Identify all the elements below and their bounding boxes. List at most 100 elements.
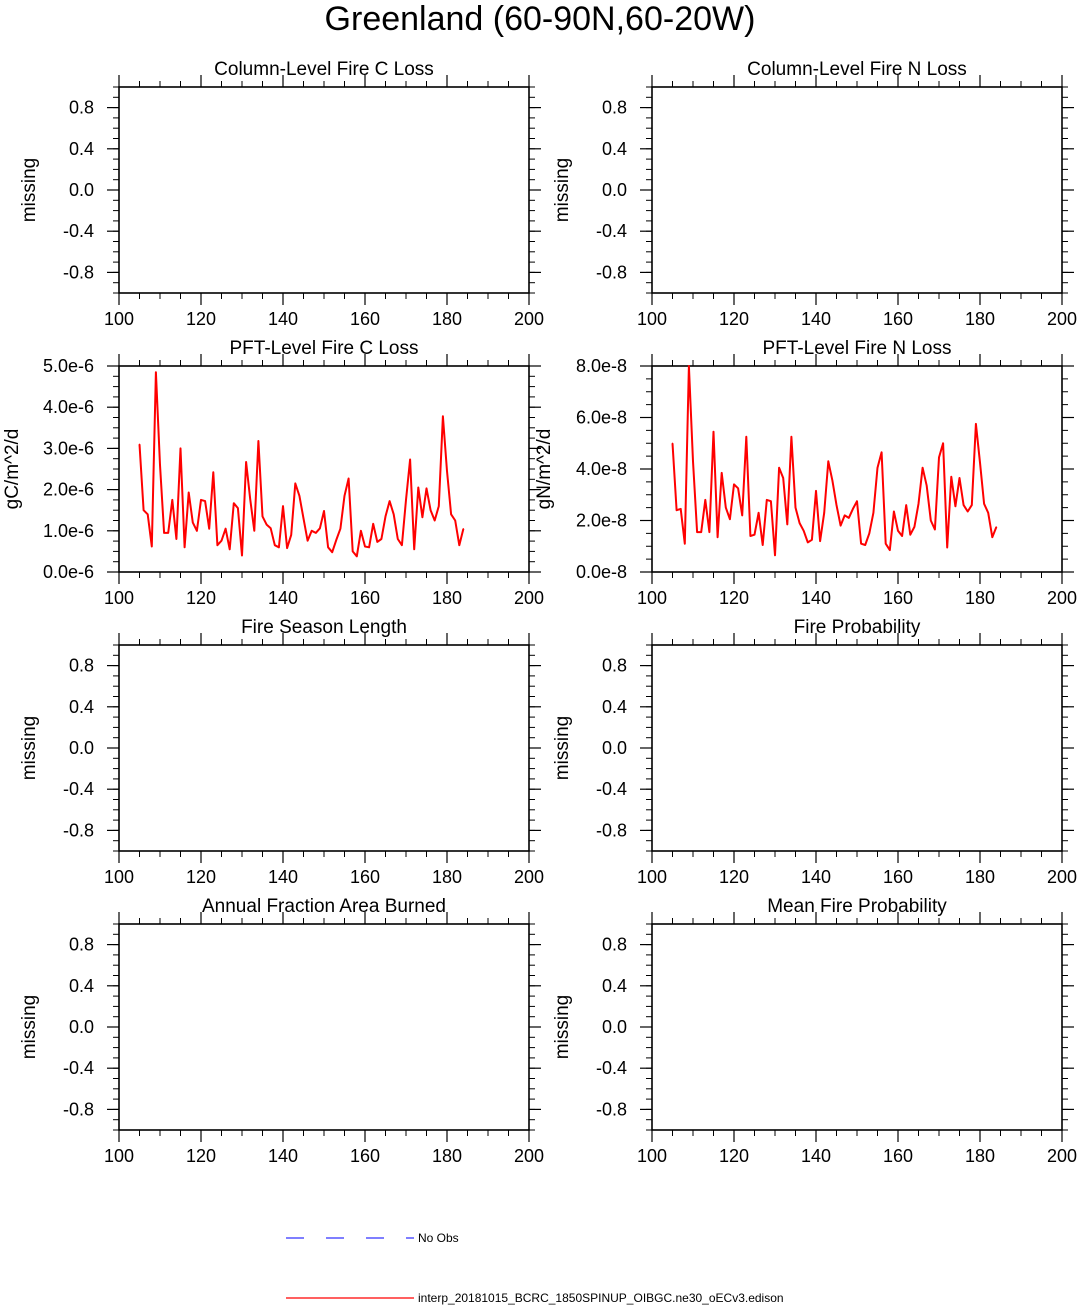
data-point [196, 530, 198, 532]
plot-frame [118, 644, 530, 852]
data-point [749, 535, 752, 537]
data-point [307, 540, 309, 542]
data-point [909, 534, 911, 536]
data-point [356, 555, 358, 557]
data-point [331, 551, 333, 553]
data-point [270, 527, 272, 529]
data-point [753, 534, 756, 536]
data-point [257, 440, 259, 442]
y-tick-label: -0.8 [596, 820, 627, 840]
x-tick-label: 180 [432, 588, 462, 608]
y-tick-label: -0.8 [63, 1099, 94, 1119]
y-tick-label: -0.8 [596, 262, 627, 282]
data-point [872, 512, 875, 514]
x-tick-label: 180 [965, 1146, 995, 1166]
data-point [983, 503, 985, 505]
data-point [778, 467, 780, 469]
data-point [671, 442, 674, 444]
data-point [774, 554, 776, 556]
data-point [922, 467, 924, 469]
data-point [991, 536, 993, 538]
x-tick-label: 120 [186, 309, 216, 329]
data-point [184, 546, 186, 548]
data-point [946, 546, 948, 549]
data-point [758, 512, 760, 514]
panel-5: 100 120 140 160 180 200 -0.8 -0.4 0.0 0.4 0.8 Fire … [19, 617, 544, 887]
y-tick-label: 0.8 [602, 98, 627, 118]
data-point [233, 502, 235, 504]
data-point [458, 544, 460, 546]
data-point [807, 541, 809, 543]
data-point [241, 554, 243, 557]
x-tick-label: 200 [514, 309, 544, 329]
data-point [897, 530, 899, 532]
y-tick-label: -0.4 [596, 779, 627, 799]
data-point [790, 436, 793, 438]
data-point [430, 509, 432, 511]
data-point [819, 540, 821, 542]
data-point [729, 518, 731, 520]
data-point [856, 500, 858, 502]
x-tick-label: 140 [801, 588, 831, 608]
data-point [376, 541, 378, 543]
x-tick-label: 160 [883, 588, 913, 608]
data-point [676, 509, 678, 511]
data-point [348, 477, 350, 480]
y-tick-label: -0.8 [63, 262, 94, 282]
y-tick-label: -0.8 [596, 1099, 627, 1119]
data-point [905, 504, 907, 506]
data-point [319, 527, 321, 529]
y-axis-label: missing [552, 716, 573, 780]
data-point [733, 483, 735, 486]
y-tick-label: 2.0e-8 [576, 511, 627, 531]
x-tick-label: 200 [1047, 309, 1077, 329]
data-point [384, 515, 387, 517]
y-axis-label: missing [552, 158, 573, 222]
panel-title: PFT-Level Fire N Loss [763, 338, 952, 359]
y-tick-label: 5.0e-6 [43, 356, 94, 376]
data-point [942, 442, 944, 444]
x-tick-label: 100 [637, 867, 667, 887]
x-tick-label: 180 [432, 309, 462, 329]
panel-2: 100 120 140 160 180 200 -0.8 -0.4 0.0 0.4 0.8 Colum… [552, 59, 1077, 329]
data-point [413, 548, 415, 550]
data-point [389, 500, 391, 502]
x-tick-label: 200 [514, 1146, 544, 1166]
data-point [438, 505, 440, 507]
x-tick-label: 140 [268, 309, 298, 329]
x-tick-label: 120 [719, 588, 749, 608]
data-point [893, 510, 895, 513]
data-point [397, 538, 399, 540]
data-point [159, 464, 161, 466]
y-tick-label: 0.8 [602, 656, 627, 676]
y-tick-label: -0.8 [63, 820, 94, 840]
data-point [811, 539, 813, 541]
data-point [290, 534, 292, 536]
data-point [421, 516, 423, 518]
data-point [343, 495, 346, 497]
series-line [671, 365, 998, 557]
data-point [208, 528, 210, 530]
x-tick-label: 180 [965, 588, 995, 608]
y-tick-label: 0.0 [602, 180, 627, 200]
data-point [352, 550, 354, 553]
data-point [975, 423, 977, 425]
y-axis-label: gC/m^2/d [2, 429, 23, 510]
y-tick-label: 3.0e-6 [43, 438, 94, 458]
x-tick-label: 120 [186, 867, 216, 887]
x-tick-label: 200 [514, 867, 544, 887]
data-point [315, 532, 317, 534]
data-point [987, 512, 989, 514]
data-point [864, 544, 866, 546]
data-point [926, 485, 928, 487]
data-point [782, 477, 784, 479]
y-axis-label: missing [19, 995, 40, 1059]
y-tick-label: -0.4 [63, 779, 94, 799]
x-tick-label: 180 [432, 1146, 462, 1166]
x-tick-label: 140 [268, 1146, 298, 1166]
data-point [745, 436, 747, 438]
x-tick-label: 160 [883, 867, 913, 887]
data-point [881, 451, 883, 453]
panel-title: Fire Season Length [241, 617, 407, 638]
